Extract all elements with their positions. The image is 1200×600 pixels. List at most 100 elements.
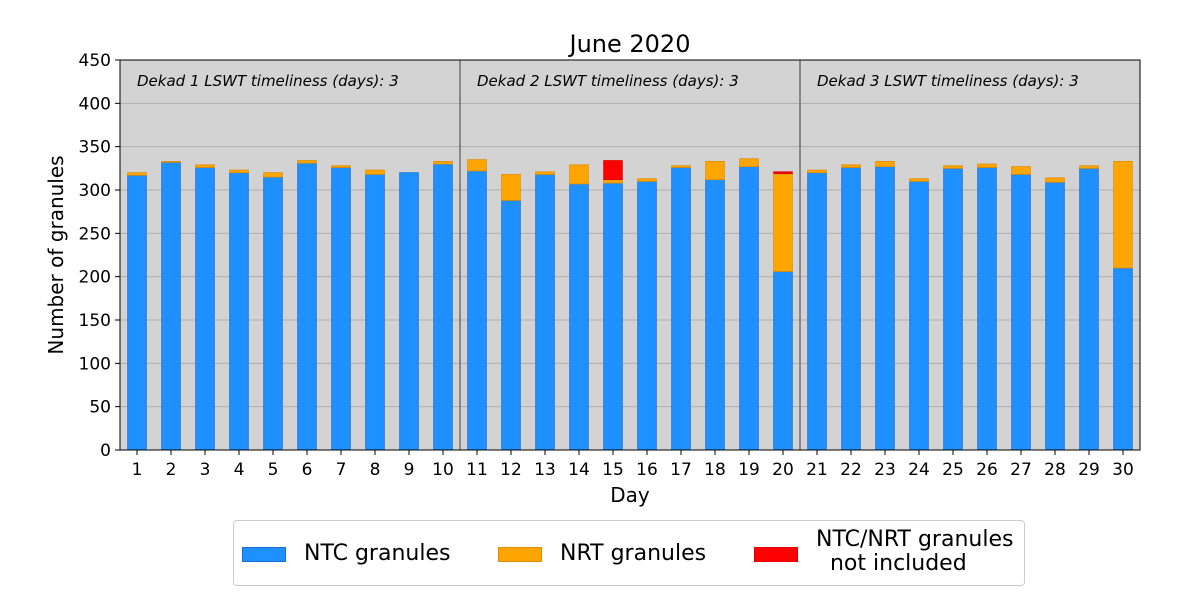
bar-nrt-day-1 bbox=[127, 172, 147, 176]
y-tick-label: 300 bbox=[79, 181, 111, 201]
x-tick-label: 15 bbox=[602, 460, 624, 480]
legend-label-ntc: NTC granules bbox=[304, 541, 451, 566]
bar-nrt-day-26 bbox=[977, 163, 997, 168]
bar-ntc-day-24 bbox=[909, 180, 929, 451]
y-tick-label: 150 bbox=[79, 311, 111, 331]
bar-ntc-day-16 bbox=[637, 180, 657, 451]
bar-ntc-day-20 bbox=[773, 271, 793, 451]
x-tick-label: 11 bbox=[466, 460, 488, 480]
bar-nrt-day-18 bbox=[705, 160, 725, 180]
bar-ntc-day-28 bbox=[1045, 181, 1065, 451]
bar-ntc-day-4 bbox=[229, 172, 249, 451]
x-tick-label: 4 bbox=[234, 460, 245, 480]
bar-nrt-day-13 bbox=[535, 171, 555, 175]
bar-ntc-day-11 bbox=[467, 170, 487, 451]
bar-nrt-day-4 bbox=[229, 169, 249, 174]
bar-ntc-day-23 bbox=[875, 166, 895, 451]
x-tick-label: 29 bbox=[1078, 460, 1100, 480]
bar-nrt-day-19 bbox=[739, 158, 759, 168]
x-tick-label: 22 bbox=[840, 460, 862, 480]
bar-ntc-day-7 bbox=[331, 167, 351, 451]
x-tick-label: 28 bbox=[1044, 460, 1066, 480]
bar-nrt-day-7 bbox=[331, 165, 351, 168]
bar-nrt-day-29 bbox=[1079, 165, 1099, 169]
bar-ntc-day-8 bbox=[365, 173, 385, 451]
bar-ntc-day-29 bbox=[1079, 167, 1099, 451]
bar-ntc-day-10 bbox=[433, 163, 453, 451]
bar-ntc-day-19 bbox=[739, 166, 759, 451]
y-tick-label: 0 bbox=[100, 441, 111, 461]
x-tick-label: 7 bbox=[336, 460, 347, 480]
bar-nrt-day-25 bbox=[943, 165, 963, 169]
x-tick-label: 26 bbox=[976, 460, 998, 480]
y-axis-label: Number of granules bbox=[44, 155, 68, 354]
x-tick-label: 2 bbox=[166, 460, 177, 480]
x-tick-label: 16 bbox=[636, 460, 658, 480]
bar-nrt-day-14 bbox=[569, 164, 589, 185]
bar-nrt-day-20 bbox=[773, 173, 793, 272]
bar-ntc-day-25 bbox=[943, 167, 963, 451]
bar-ntc-day-27 bbox=[1011, 173, 1031, 451]
x-tick-label: 8 bbox=[370, 460, 381, 480]
bar-ntc-day-15 bbox=[603, 182, 623, 451]
bar-nrt-day-8 bbox=[365, 169, 385, 175]
legend-label-nrt: NRT granules bbox=[560, 541, 707, 566]
grid-lines bbox=[120, 102, 1140, 408]
y-tick-label: 200 bbox=[79, 268, 111, 288]
annotation-dekad-3: Dekad 3 LSWT timeliness (days): 3 bbox=[817, 72, 1079, 90]
bar-nrt-day-21 bbox=[807, 169, 827, 174]
bar-nrt-day-10 bbox=[433, 160, 453, 165]
legend-swatch-ntc bbox=[242, 547, 286, 562]
y-tick-label: 100 bbox=[79, 354, 111, 374]
x-tick-label: 3 bbox=[200, 460, 211, 480]
legend-label-not-included: NTC/NRT granules not included bbox=[816, 527, 1014, 576]
x-tick-label: 12 bbox=[500, 460, 522, 480]
bar-ntc-day-6 bbox=[297, 162, 317, 451]
x-tick-label: 13 bbox=[534, 460, 556, 480]
x-tick-label: 9 bbox=[404, 460, 415, 480]
x-tick-label: 6 bbox=[302, 460, 313, 480]
y-tick-label: 450 bbox=[79, 51, 111, 71]
x-tick-label: 19 bbox=[738, 460, 760, 480]
bar-nrt-day-24 bbox=[909, 178, 929, 182]
dekad-dividers bbox=[459, 60, 801, 450]
x-tick-label: 10 bbox=[432, 460, 454, 480]
bar-nrt-day-15 bbox=[603, 179, 623, 184]
annotation-dekad-1: Dekad 1 LSWT timeliness (days): 3 bbox=[137, 72, 399, 90]
bar-nrt-day-28 bbox=[1045, 177, 1065, 183]
bar-ntc-day-2 bbox=[161, 161, 181, 451]
plot-background bbox=[120, 60, 1140, 450]
bar-ntc-day-21 bbox=[807, 172, 827, 451]
plot-frame bbox=[119, 59, 1141, 451]
legend-swatch-not-included bbox=[754, 547, 798, 562]
x-tick-label: 5 bbox=[268, 460, 279, 480]
bars bbox=[127, 158, 1133, 451]
annotation-dekad-2: Dekad 2 LSWT timeliness (days): 3 bbox=[477, 72, 739, 90]
x-tick-label: 27 bbox=[1010, 460, 1032, 480]
legend: NTC granules NRT granules NTC/NRT granul… bbox=[233, 520, 1025, 586]
y-axis: 0 50 100 150 200 250 300 350 400 450 bbox=[79, 51, 120, 461]
x-tick-label: 23 bbox=[874, 460, 896, 480]
bar-ntc-day-12 bbox=[501, 199, 521, 451]
bar-nrt-day-6 bbox=[297, 160, 317, 164]
x-tick-label: 24 bbox=[908, 460, 930, 480]
bar-ntc-day-9 bbox=[399, 172, 419, 451]
bar-ntc-day-3 bbox=[195, 167, 215, 451]
bar-nrt-day-17 bbox=[671, 165, 691, 168]
y-tick-label: 400 bbox=[79, 94, 111, 114]
x-tick-label: 20 bbox=[772, 460, 794, 480]
bar-not-included-day-15 bbox=[603, 160, 623, 181]
bar-nrt-day-3 bbox=[195, 164, 215, 168]
x-tick-label: 17 bbox=[670, 460, 692, 480]
bar-ntc-day-13 bbox=[535, 173, 555, 451]
x-tick-label: 14 bbox=[568, 460, 590, 480]
bar-nrt-day-27 bbox=[1011, 166, 1031, 175]
bar-nrt-day-30 bbox=[1113, 160, 1133, 269]
x-tick-label: 30 bbox=[1112, 460, 1134, 480]
x-tick-label: 21 bbox=[806, 460, 828, 480]
x-tick-label: 18 bbox=[704, 460, 726, 480]
bar-nrt-day-12 bbox=[501, 173, 521, 201]
y-tick-label: 50 bbox=[89, 398, 111, 418]
bar-nrt-day-16 bbox=[637, 178, 657, 182]
bar-ntc-day-17 bbox=[671, 167, 691, 451]
